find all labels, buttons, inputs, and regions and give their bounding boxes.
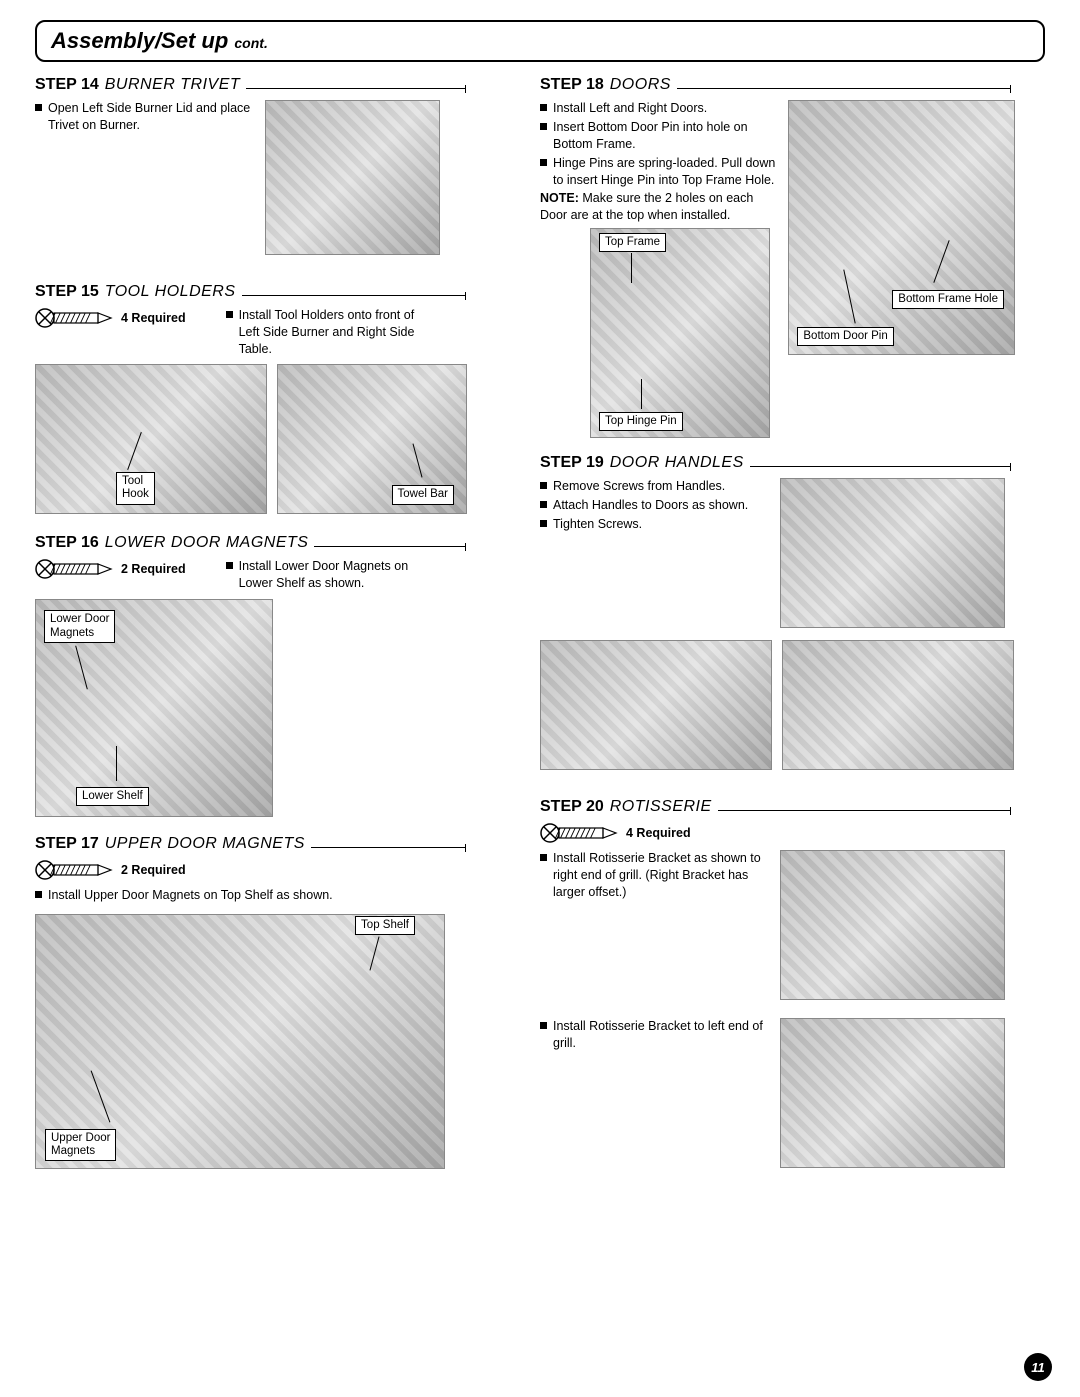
step20-text2: Install Rotisserie Bracket to left end o… (540, 1018, 770, 1168)
step19-heading: STEP 19 DOOR HANDLES (540, 454, 1010, 472)
step18-text: Install Left and Right Doors. Insert Bot… (540, 100, 778, 224)
step17-req: 2 Required (121, 863, 186, 877)
step15-hardware: 4 Required (35, 307, 186, 329)
step14-b1: Open Left Side Burner Lid and place Triv… (48, 100, 255, 134)
step15-b1: Install Tool Holders onto front of Left … (239, 307, 436, 358)
step14-text: Open Left Side Burner Lid and place Triv… (35, 100, 255, 255)
step18-number: STEP 18 (540, 76, 604, 94)
page-number: 11 (1031, 1360, 1045, 1375)
step18-b1: Install Left and Right Doors. (553, 100, 707, 117)
section-subtitle: cont. (234, 35, 267, 51)
step18-image-bottom: Bottom Frame Hole Bottom Door Pin (788, 100, 1015, 355)
step18-heading: STEP 18 DOORS (540, 76, 1010, 94)
step15-number: STEP 15 (35, 283, 99, 301)
step19-b2: Attach Handles to Doors as shown. (553, 497, 748, 514)
step14-image (265, 100, 440, 255)
step20-b1: Install Rotisserie Bracket as shown to r… (553, 850, 770, 901)
step20-name: ROTISSERIE (610, 798, 712, 816)
step20-hardware: 4 Required (540, 822, 1015, 844)
step19-b1: Remove Screws from Handles. (553, 478, 725, 495)
step15-name: TOOL HOLDERS (105, 283, 236, 301)
step14-name: BURNER TRIVET (105, 76, 240, 94)
step16-text: Install Lower Door Magnets on Lower Shel… (226, 558, 436, 594)
step18-name: DOORS (610, 76, 671, 94)
step15-image-right: Towel Bar (277, 364, 467, 514)
step20-b2: Install Rotisserie Bracket to left end o… (553, 1018, 770, 1052)
bottom-door-pin-label: Bottom Door Pin (797, 327, 893, 346)
step18-note: NOTE: Make sure the 2 holes on each Door… (540, 190, 778, 224)
left-column: STEP 14 BURNER TRIVET Open Left Side Bur… (35, 76, 510, 1169)
step14-heading: STEP 14 BURNER TRIVET (35, 76, 465, 94)
step20-text1: Install Rotisserie Bracket as shown to r… (540, 850, 770, 1000)
section-title: Assembly/Set up (51, 28, 234, 53)
step16-image: Lower Door Magnets Lower Shelf (35, 599, 273, 817)
section-header: Assembly/Set up cont. (35, 20, 1045, 62)
right-column: STEP 18 DOORS Install Left and Right Doo… (540, 76, 1015, 1169)
step19-image-left (540, 640, 772, 770)
top-hinge-pin-label: Top Hinge Pin (599, 412, 683, 431)
step17-hardware: 2 Required (35, 859, 510, 881)
step16-req: 2 Required (121, 562, 186, 576)
screw-icon (35, 307, 113, 329)
step19-number: STEP 19 (540, 454, 604, 472)
step14-number: STEP 14 (35, 76, 99, 94)
lower-shelf-label: Lower Shelf (76, 787, 149, 806)
step16-number: STEP 16 (35, 534, 99, 552)
step17-heading: STEP 17 UPPER DOOR MAGNETS (35, 835, 465, 853)
page-number-badge: 11 (1024, 1353, 1052, 1381)
step20-number: STEP 20 (540, 798, 604, 816)
step20-image-right (780, 850, 1005, 1000)
top-frame-label: Top Frame (599, 233, 666, 252)
step15-image-left: Tool Hook (35, 364, 267, 514)
step17-name: UPPER DOOR MAGNETS (105, 835, 305, 853)
step20-heading: STEP 20 ROTISSERIE (540, 798, 1010, 816)
step19-image-top (780, 478, 1005, 628)
step18-b3: Hinge Pins are spring-loaded. Pull down … (553, 155, 778, 189)
step18-b2: Insert Bottom Door Pin into hole on Bott… (553, 119, 778, 153)
step15-req: 4 Required (121, 311, 186, 325)
step17-number: STEP 17 (35, 835, 99, 853)
upper-magnet-label: Upper Door Magnets (45, 1129, 116, 1161)
step19-text: Remove Screws from Handles. Attach Handl… (540, 478, 770, 628)
step18-image-topframe: Top Frame Top Hinge Pin (590, 228, 770, 438)
bottom-frame-hole-label: Bottom Frame Hole (892, 290, 1004, 309)
step16-heading: STEP 16 LOWER DOOR MAGNETS (35, 534, 465, 552)
tool-hook-label: Tool Hook (116, 472, 155, 504)
step16-name: LOWER DOOR MAGNETS (105, 534, 309, 552)
step16-b1: Install Lower Door Magnets on Lower Shel… (239, 558, 436, 592)
screw-icon (35, 859, 113, 881)
step19-b3: Tighten Screws. (553, 516, 642, 533)
screw-icon (540, 822, 618, 844)
step17-b1: Install Upper Door Magnets on Top Shelf … (48, 887, 333, 904)
towel-bar-label: Towel Bar (392, 485, 455, 504)
top-shelf-label: Top Shelf (355, 916, 415, 935)
step16-hardware: 2 Required (35, 558, 186, 580)
step19-name: DOOR HANDLES (610, 454, 744, 472)
step20-req: 4 Required (626, 826, 691, 840)
step17-text: Install Upper Door Magnets on Top Shelf … (35, 887, 510, 904)
lower-magnet-label: Lower Door Magnets (44, 610, 115, 642)
step19-image-right (782, 640, 1014, 770)
step15-text: Install Tool Holders onto front of Left … (226, 307, 436, 360)
step20-image-left (780, 1018, 1005, 1168)
step15-heading: STEP 15 TOOL HOLDERS (35, 283, 465, 301)
screw-icon (35, 558, 113, 580)
